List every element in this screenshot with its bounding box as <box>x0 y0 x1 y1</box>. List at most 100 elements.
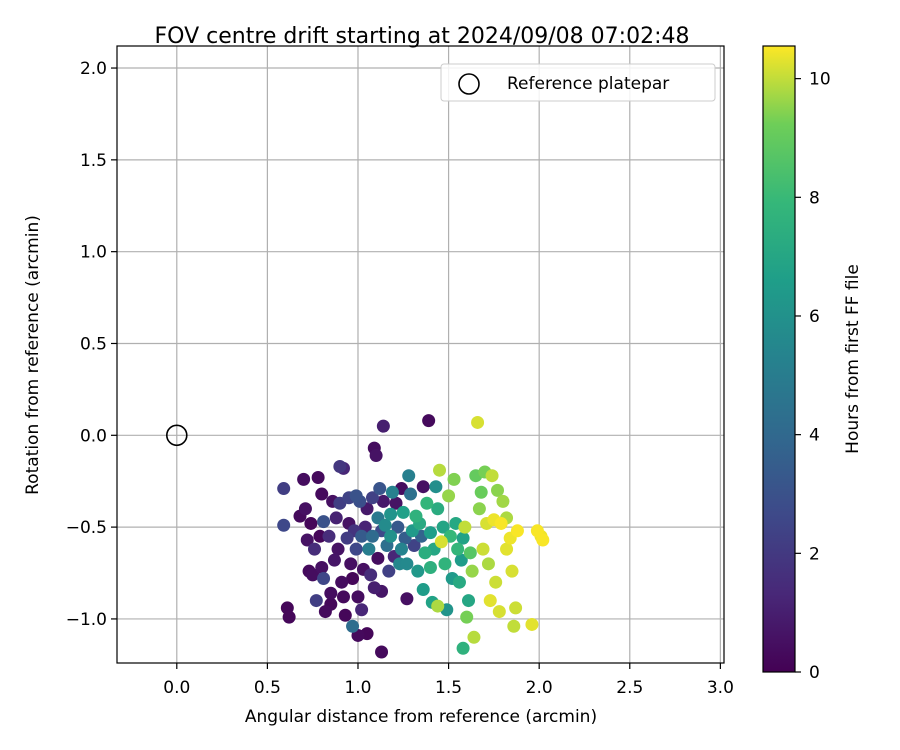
scatter-point <box>315 561 329 575</box>
scatter-point <box>485 469 499 483</box>
colorbar-label: Hours from first FF file <box>843 264 863 454</box>
y-axis-label: Rotation from reference (arcmin) <box>23 215 43 495</box>
x-tick-label: 3.0 <box>707 678 734 698</box>
scatter-point <box>346 572 360 586</box>
scatter-point <box>308 542 322 556</box>
scatter-point <box>277 482 291 496</box>
scatter-point <box>505 564 519 578</box>
colorbar-tick-label: 0 <box>809 663 820 683</box>
y-tick-label: 2.0 <box>80 59 107 79</box>
scatter-point <box>467 630 481 644</box>
x-tick-label: 0.0 <box>163 678 190 698</box>
scatter-point <box>362 542 376 556</box>
scatter-point <box>322 529 336 543</box>
y-tick-label: −0.5 <box>66 518 107 538</box>
scatter-point <box>474 485 488 499</box>
scatter-point <box>496 494 510 508</box>
scatter-point <box>509 601 523 615</box>
x-tick-label: 1.0 <box>344 678 371 698</box>
scatter-point <box>389 496 403 510</box>
scatter-point <box>382 564 396 578</box>
reference-platepar-marker <box>165 424 188 447</box>
scatter-point <box>309 594 323 608</box>
scatter-point <box>407 538 421 552</box>
x-axis-ticks: 0.0 0.5 1.0 1.5 2.0 2.5 3.0 <box>163 663 734 698</box>
scatter-point <box>376 419 390 433</box>
scatter-point <box>420 496 434 510</box>
scatter-point <box>378 518 392 532</box>
scatter-point <box>536 533 550 547</box>
scatter-point <box>349 489 363 503</box>
scatter-point <box>282 610 296 624</box>
scatter-point <box>306 568 320 582</box>
scatter-point <box>431 502 445 516</box>
colorbar-tick-label: 6 <box>809 307 820 327</box>
colorbar-gradient <box>762 45 796 673</box>
y-axis-ticks: −1.0 −0.5 0.0 0.5 1.0 1.5 2.0 <box>66 59 117 630</box>
scatter-point <box>373 482 387 496</box>
colorbar-ticks: 0 2 4 6 8 10 <box>795 70 831 683</box>
plot-frame <box>116 45 725 664</box>
scatter-point <box>317 515 331 529</box>
scatter-point <box>409 509 423 523</box>
scatter-point <box>376 494 390 508</box>
scatter-point <box>331 542 345 556</box>
scatter-point <box>329 511 343 525</box>
y-tick-label: 0.0 <box>80 426 107 446</box>
scatter-point <box>351 590 365 604</box>
y-tick-label: 1.0 <box>80 243 107 263</box>
chart-title: FOV centre drift starting at 2024/09/08 … <box>155 24 690 49</box>
scatter-point <box>311 471 325 485</box>
scatter-point <box>422 414 436 428</box>
y-tick-label: 0.5 <box>80 334 107 354</box>
scatter-point <box>304 516 318 530</box>
scatter-point <box>451 542 465 556</box>
scatter-point <box>384 529 398 543</box>
scatter-point <box>476 542 490 556</box>
scatter-point <box>500 542 514 556</box>
scatter-point <box>416 583 430 597</box>
scatter-point <box>375 645 389 659</box>
scatter-point <box>277 518 291 532</box>
scatter-point <box>447 472 461 486</box>
scatter-point <box>411 564 425 578</box>
scatter-point <box>335 575 349 589</box>
scatter-point <box>402 469 416 483</box>
scatter-point <box>462 594 476 608</box>
scatter-point <box>367 581 381 595</box>
scatter-point <box>433 463 447 477</box>
legend-marker-icon <box>458 73 480 95</box>
scatter-point <box>385 485 399 499</box>
scatter-point <box>431 599 445 613</box>
scatter-point <box>463 546 477 560</box>
colorbar-tick-label: 2 <box>809 544 820 564</box>
scatter-point <box>436 520 450 534</box>
legend-label: Reference platepar <box>507 74 669 94</box>
scatter-point <box>297 472 311 486</box>
legend: Reference platepar <box>440 63 716 102</box>
scatter-point <box>340 531 354 545</box>
scatter-point <box>317 572 331 586</box>
scatter-point <box>333 460 347 474</box>
scatter-point <box>349 542 363 556</box>
scatter-point <box>481 557 495 571</box>
x-tick-label: 1.5 <box>435 678 462 698</box>
scatter-point <box>418 546 432 560</box>
scatter-point <box>400 592 414 606</box>
scatter-point <box>384 507 398 521</box>
scatter-point <box>472 502 486 516</box>
scatter-point <box>369 448 383 462</box>
scatter-point <box>442 489 456 503</box>
scatter-point <box>423 561 437 575</box>
scatter-point <box>465 564 479 578</box>
scatter-point <box>344 557 358 571</box>
scatter-point <box>400 557 414 571</box>
scatter-point <box>394 542 408 556</box>
scatter-point <box>456 641 470 655</box>
scatter-point <box>489 575 503 589</box>
scatter-point <box>483 594 497 608</box>
scatter-point <box>404 487 418 501</box>
scatter-point <box>346 619 360 633</box>
scatter-point <box>458 520 472 534</box>
scatter-point <box>423 526 437 540</box>
